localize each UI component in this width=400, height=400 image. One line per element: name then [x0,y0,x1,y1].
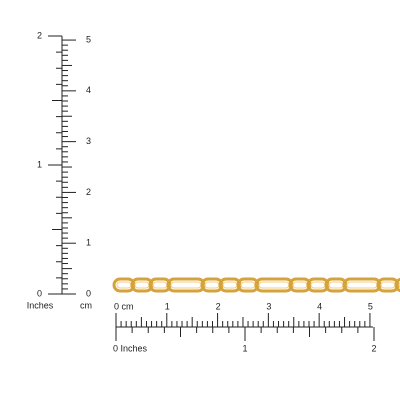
chain-link [166,277,206,293]
inch-label: 1 [37,159,42,169]
inch-unit: Inches [27,300,54,310]
cm-label: 5 [86,34,91,44]
inch-label: 2 [37,30,42,40]
cm-label: 1 [165,301,170,311]
chain-link [218,277,242,293]
cm-label: 4 [317,301,322,311]
chain-link [148,277,172,293]
chain-link [394,277,400,293]
chain-link [376,277,400,293]
chain-link [288,277,312,293]
chain-link [200,277,224,293]
chain-link [306,277,330,293]
cm-label: 5 [368,301,373,311]
inch-label: 1 [242,343,247,353]
chain-link [236,277,260,293]
cm-label: 4 [86,85,91,95]
chain-link [342,277,382,293]
inch-label: 0 [37,288,42,298]
cm-label: 3 [86,136,91,146]
cm-label: 1 [86,238,91,248]
cm-unit: cm [80,300,92,310]
cm-label: 2 [216,301,221,311]
cm-label: 3 [266,301,271,311]
chain-link-highlight [398,282,400,288]
chain-link [324,277,348,293]
cm-label: 0 [86,288,91,298]
cm-label: 0 cm [114,301,134,311]
cm-label: 2 [86,187,91,197]
chain-link [254,277,294,293]
chain [112,277,400,293]
inch-label: 2 [371,343,376,353]
chain-link [130,277,154,293]
chain-link [112,277,136,293]
inch-label: 0 Inches [113,343,148,353]
